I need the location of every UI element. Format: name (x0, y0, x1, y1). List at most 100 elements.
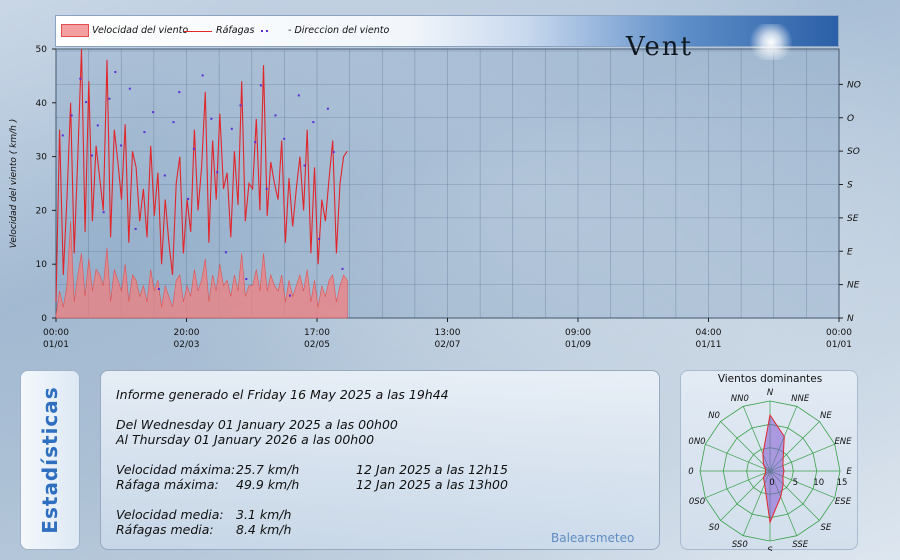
avg-speed-value: 3.1 km/h (236, 507, 292, 522)
rose-data-area (762, 413, 785, 525)
x-tick-date: 01/09 (565, 340, 591, 350)
y-tick-label: 0 (41, 314, 47, 324)
rose-direction-label: N0 (708, 411, 720, 421)
direction-point (91, 154, 93, 157)
x-tick-date: 02/03 (174, 340, 200, 350)
x-tick-date: 01/11 (696, 340, 722, 350)
rose-ring-label: 0 (769, 478, 774, 488)
dir-legend-dot (261, 30, 263, 32)
avg-speed-label: Velocidad media: (116, 507, 224, 522)
speed-legend-swatch (61, 24, 89, 37)
direction-point (70, 114, 73, 117)
direction-point (201, 74, 204, 77)
x-tick-time: 00:00 (826, 328, 852, 338)
x-tick-time: 20:00 (174, 328, 200, 338)
direction-point (152, 111, 155, 114)
direction-point (172, 121, 175, 124)
plot-area (55, 48, 840, 319)
x-tick-date: 01/01 (43, 340, 69, 350)
gust-legend-label: Ráfagas (216, 25, 255, 36)
direction-point (283, 137, 286, 140)
direction-point (61, 134, 64, 137)
rose-direction-label: 0S0 (689, 497, 705, 507)
direction-point (326, 107, 329, 110)
direction-point (297, 94, 300, 97)
direction-point (254, 141, 257, 144)
brand-label: Balearsmeteo (551, 531, 635, 545)
x-tick-time: 13:00 (435, 328, 461, 338)
y-tick-label: 10 (36, 260, 48, 270)
direction-point (134, 227, 137, 230)
direction-point (85, 101, 88, 104)
right-axis-label: S (847, 181, 853, 191)
right-axis-label: NE (847, 281, 860, 291)
rose-direction-label: NN0 (731, 394, 749, 404)
rose-direction-label: S0 (709, 523, 720, 533)
direction-point (187, 197, 190, 200)
direction-point (341, 267, 344, 270)
report-from: Del Wednesday 01 January 2025 a las 00h0… (116, 417, 398, 432)
wind-rose-panel: Vientos dominantes N NNE NE ENE E ESE SE SSE S SS… (680, 370, 858, 551)
direction-point (108, 97, 111, 100)
rose-direction-label: ENE (834, 437, 852, 447)
rose-direction-label: E (846, 467, 852, 477)
direction-point (128, 87, 131, 90)
dir-legend-dot (266, 30, 268, 32)
rose-direction-label: S (767, 546, 773, 551)
direction-point (318, 237, 321, 240)
avg-gust-value: 8.4 km/h (236, 522, 292, 537)
right-axis-label: SE (847, 214, 859, 224)
rose-spoke (705, 470, 771, 499)
report-generated: Informe generado el Friday 16 May 2025 a… (116, 387, 449, 402)
rose-spoke (705, 443, 771, 472)
direction-point (79, 77, 82, 80)
x-tick-time: 09:00 (565, 328, 591, 338)
avg-gust-label: Ráfagas media: (116, 522, 214, 537)
max-gust-label: Ráfaga máxima: (116, 477, 219, 492)
y-tick-label: 30 (36, 153, 48, 163)
rose-direction-label: ESE (835, 497, 852, 507)
direction-point (224, 251, 227, 254)
direction-point (143, 131, 146, 134)
direction-point (289, 294, 291, 297)
y-tick-label: 50 (36, 45, 48, 55)
max-gust-value: 49.9 km/h (236, 477, 300, 492)
wind-chart: 0 10 20 30 40 50 Velocidad del viento ( km/h )… (9, 45, 861, 350)
direction-point (303, 164, 306, 167)
direction-point (216, 171, 219, 174)
right-axis-label: NO (847, 80, 861, 90)
direction-point (102, 211, 105, 214)
max-speed-time: 12 Jan 2025 a las 12h15 (356, 462, 508, 477)
rose-direction-label: NNE (791, 394, 810, 404)
direction-point (259, 84, 262, 87)
direction-point (163, 174, 166, 177)
rose-direction-label: 0 (688, 467, 693, 477)
direction-point (178, 91, 181, 94)
rose-ring-label: 15 (837, 478, 848, 488)
y-axis-label: Velocidad del viento ( km/h ) (9, 119, 19, 248)
y-tick-label: 40 (36, 99, 48, 109)
direction-point (157, 288, 160, 290)
direction-point (192, 147, 195, 150)
rose-direction-label: NE (820, 411, 832, 421)
x-tick-time: 17:00 (304, 328, 330, 338)
rose-ring-label: 5 (793, 478, 798, 488)
right-axis-label: E (847, 247, 853, 257)
direction-point (239, 104, 242, 107)
max-speed-value: 25.7 km/h (236, 462, 300, 477)
wind-rose-title: Vientos dominantes (717, 373, 823, 385)
x-tick-date: 02/05 (304, 340, 330, 350)
right-axis-label: SO (847, 147, 860, 157)
speed-area (55, 221, 348, 319)
chart-legend: Velocidad del viento Ráfagas - Direccion… (55, 15, 839, 62)
direction-point (230, 127, 233, 130)
rose-direction-label: SE (821, 523, 832, 533)
rose-direction-label: N (767, 388, 774, 398)
direction-point (312, 121, 315, 124)
y-tick-label: 20 (36, 206, 48, 216)
stats-tab[interactable]: Estadísticas (20, 370, 80, 550)
rose-spoke (720, 421, 771, 472)
report-to: Al Thursday 01 January 2026 a las 00h00 (116, 432, 375, 447)
stats-tab-label: Estadísticas (38, 386, 62, 534)
rose-direction-label: SS0 (732, 540, 748, 550)
